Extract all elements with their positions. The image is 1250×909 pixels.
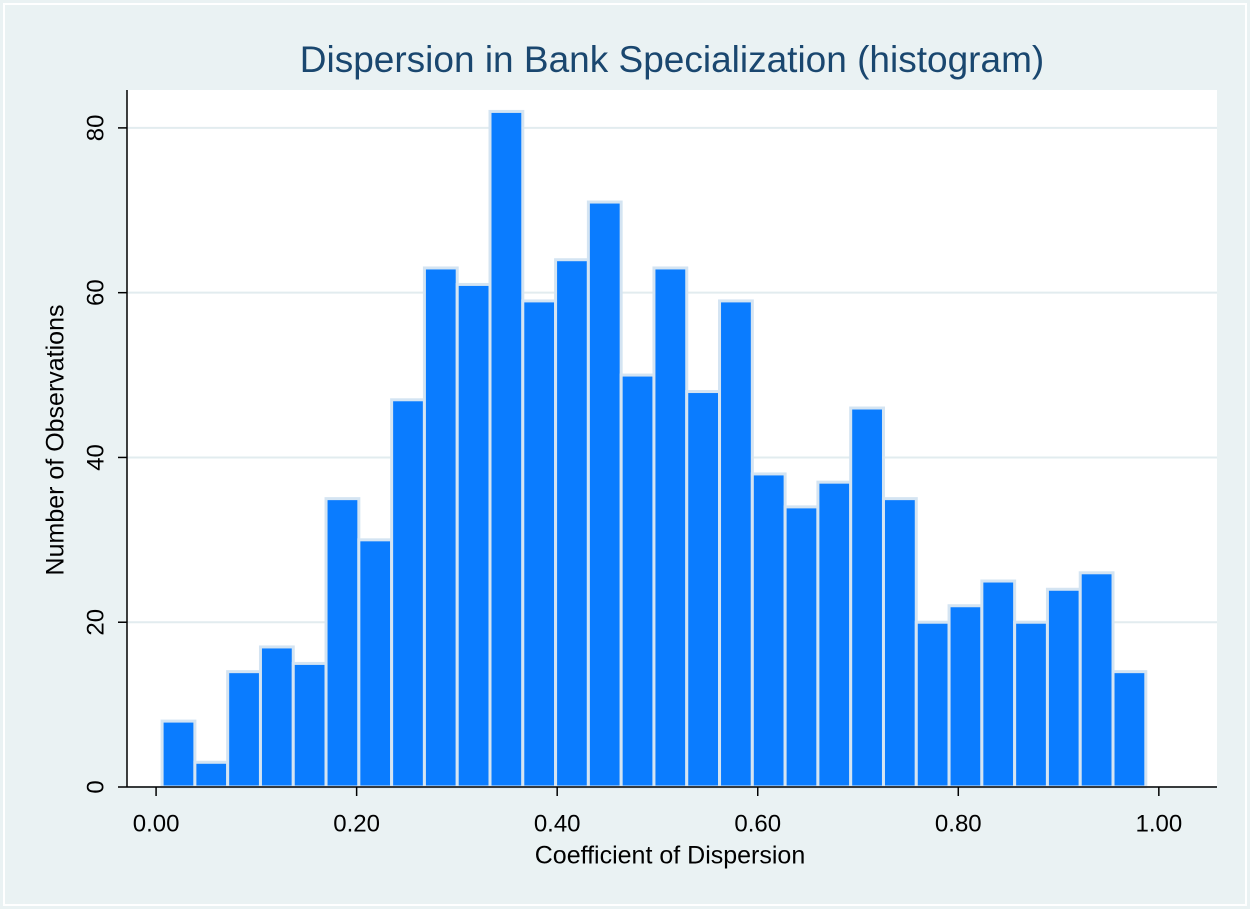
bar <box>849 406 885 789</box>
bar <box>914 620 951 789</box>
bar <box>160 719 197 789</box>
bar <box>881 497 918 789</box>
x-tick-label: 0.40 <box>534 810 581 837</box>
x-axis-label: Coefficient of Dispersion <box>535 842 806 870</box>
bar <box>685 390 722 789</box>
bar <box>193 760 230 789</box>
bar <box>1078 571 1115 789</box>
bar <box>1111 670 1148 789</box>
bar <box>652 266 689 789</box>
bar <box>1013 620 1049 789</box>
bar <box>390 398 426 789</box>
x-tick-label: 0.20 <box>333 810 380 837</box>
bar <box>226 670 262 789</box>
bar <box>324 497 361 789</box>
bar <box>750 472 787 789</box>
bar <box>783 505 820 789</box>
y-tick-label: 80 <box>82 115 109 142</box>
bar <box>554 258 590 789</box>
y-tick-label: 40 <box>82 444 109 471</box>
bar <box>357 538 394 789</box>
x-tick-label: 1.00 <box>1135 810 1182 837</box>
y-tick-label: 20 <box>82 609 109 636</box>
bar <box>488 109 525 789</box>
y-tick-label: 0 <box>82 780 109 793</box>
bar <box>586 200 623 789</box>
y-axis-label: Number of Observations <box>42 305 70 576</box>
x-tick-label: 0.00 <box>133 810 180 837</box>
y-tick-label: 60 <box>82 279 109 306</box>
x-tick-label: 0.80 <box>935 810 982 837</box>
bar <box>980 579 1017 789</box>
bar <box>521 299 558 789</box>
bar <box>291 661 328 789</box>
bar <box>947 604 984 789</box>
x-tick-label: 0.60 <box>734 810 781 837</box>
bar <box>816 480 853 789</box>
chart-title: Dispersion in Bank Specialization (histo… <box>300 39 1044 80</box>
bar <box>422 266 459 789</box>
bar <box>718 299 754 789</box>
bar <box>258 645 295 789</box>
bar <box>619 373 656 789</box>
bar <box>455 282 492 789</box>
bar <box>1045 587 1082 789</box>
